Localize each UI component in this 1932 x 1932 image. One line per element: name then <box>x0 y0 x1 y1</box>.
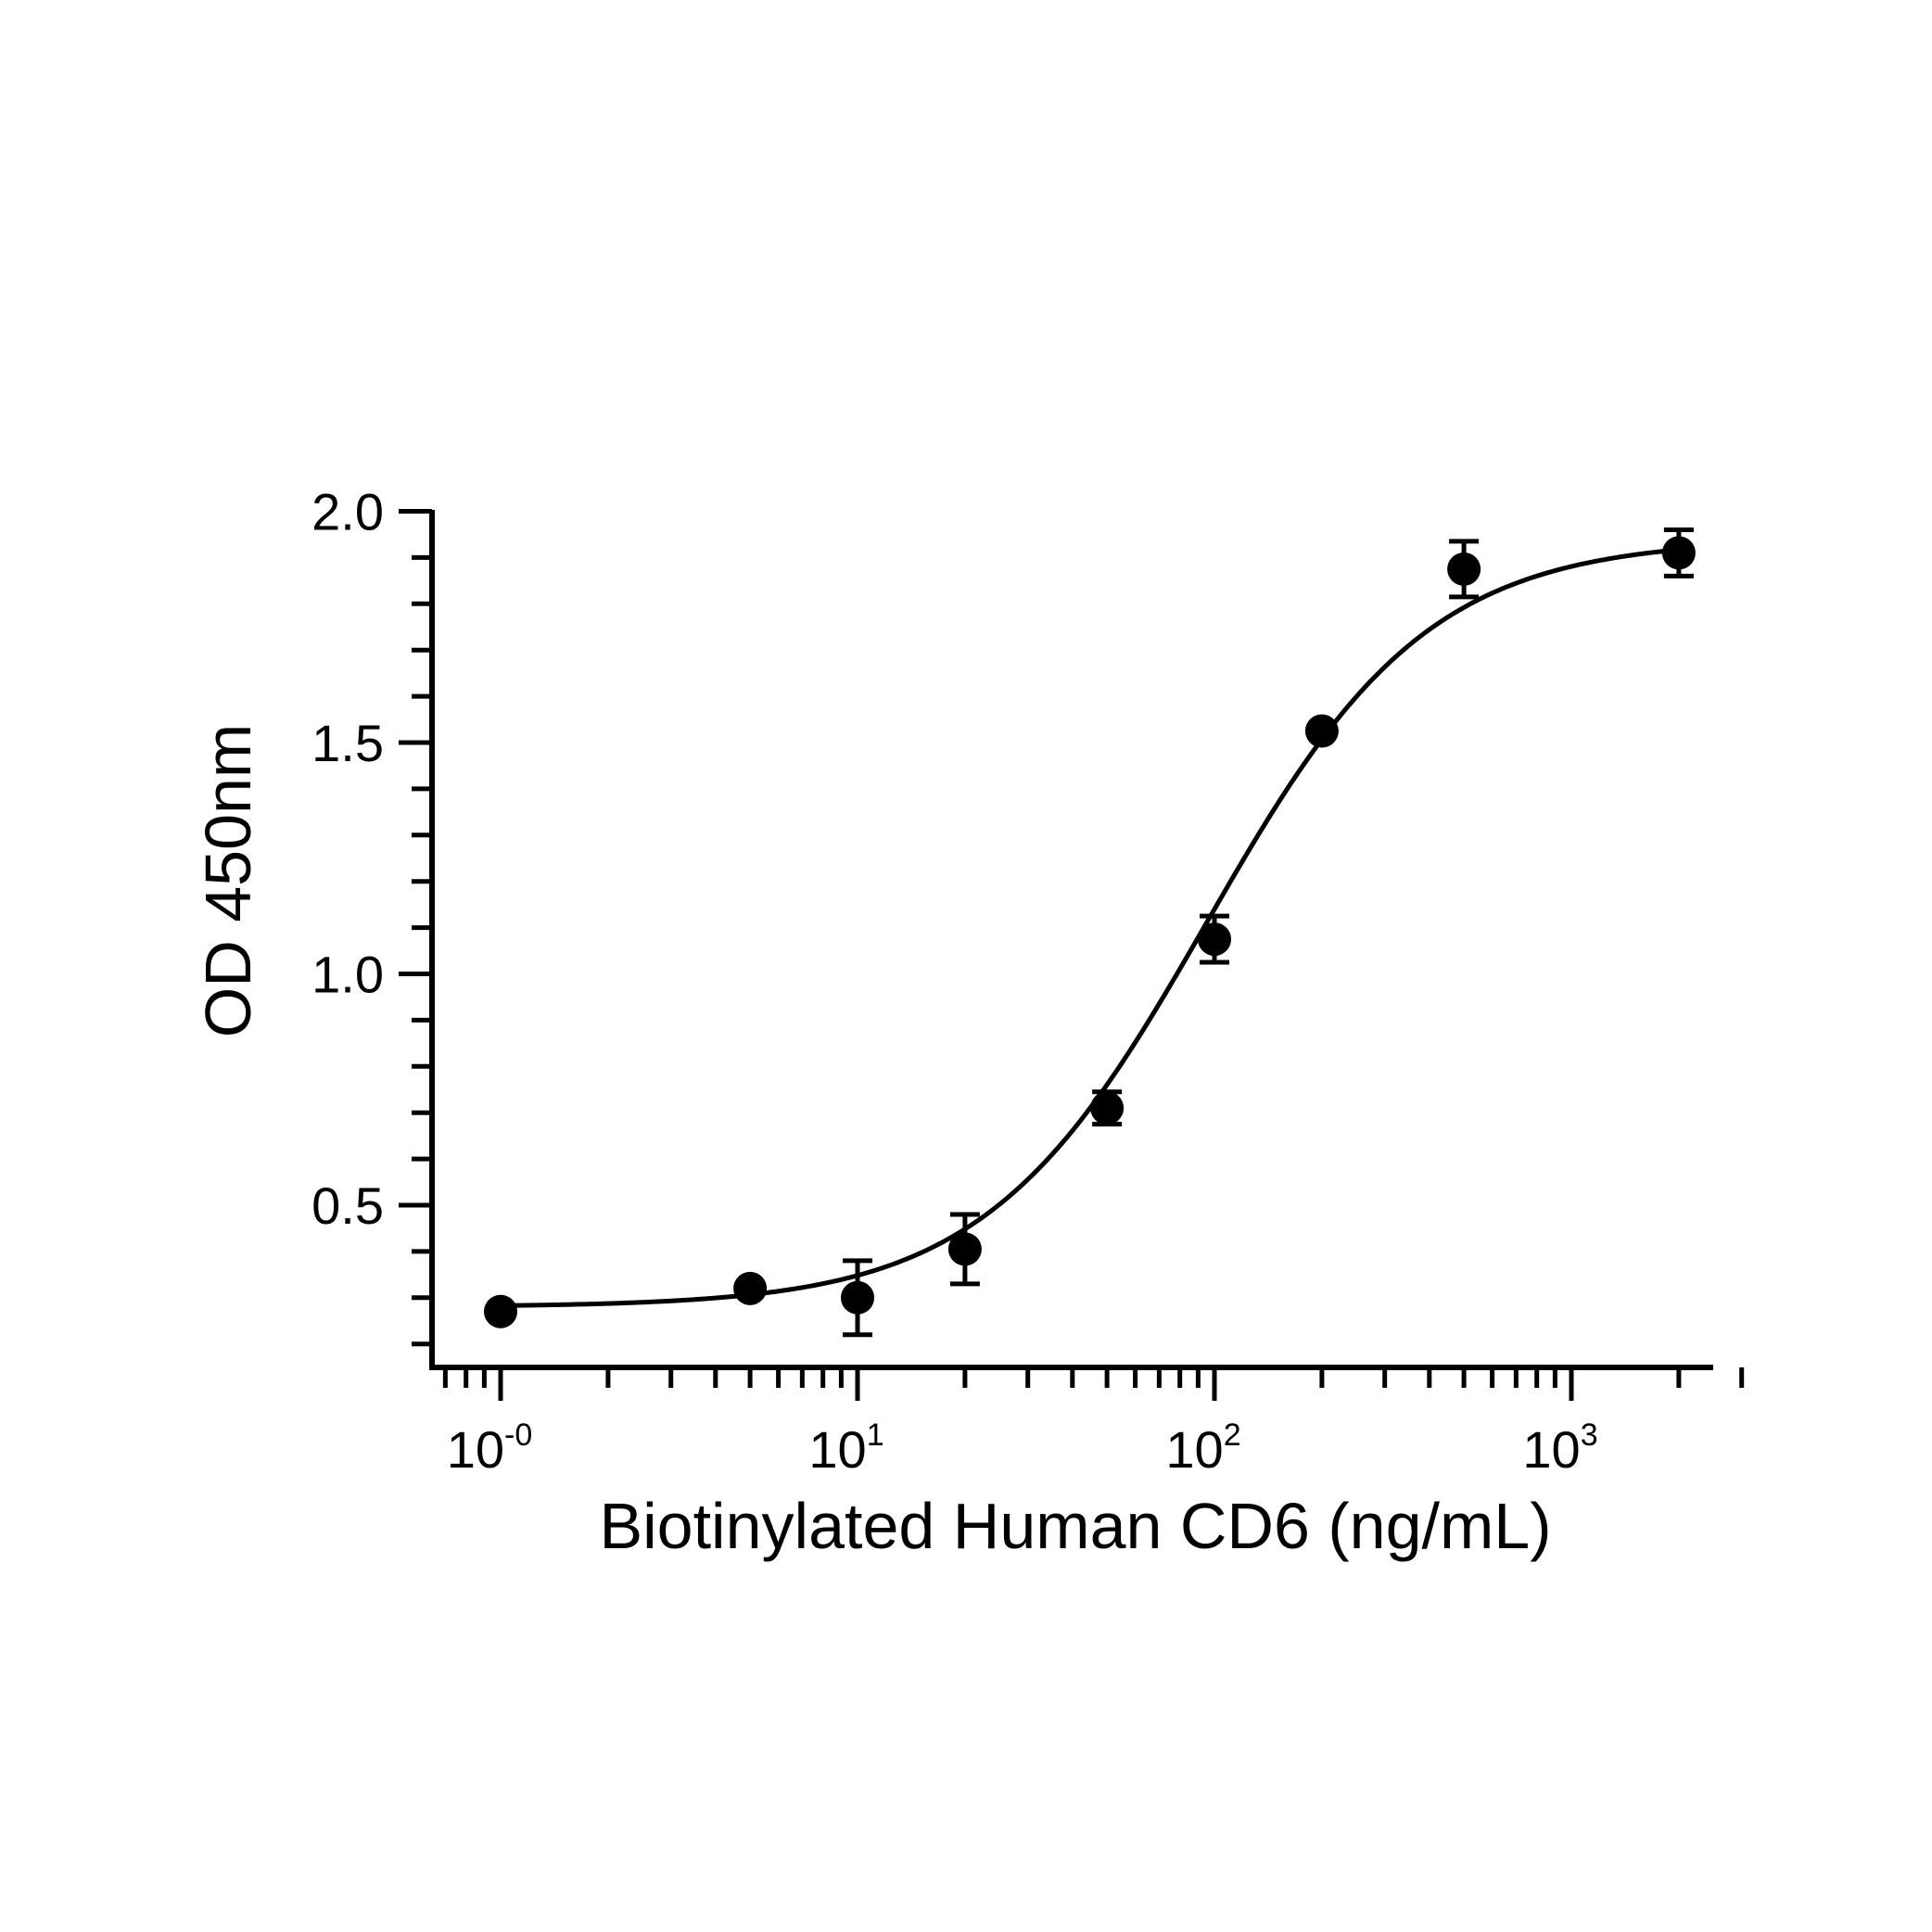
x-tick-exponent: -0 <box>504 1417 532 1453</box>
data-marker <box>1661 536 1696 570</box>
data-marker <box>1304 714 1339 748</box>
x-axis-title: Biotinylated Human CD6 (ng/mL) <box>599 1490 1551 1562</box>
data-point <box>1304 714 1339 748</box>
x-tick-label: 102 <box>1165 1417 1240 1479</box>
x-tick-label: 103 <box>1522 1417 1597 1479</box>
x-tick-label: 10-0 <box>447 1417 533 1479</box>
y-tick-label: 1.5 <box>311 714 384 772</box>
x-tick-base: 10 <box>447 1420 504 1479</box>
fit-curve <box>500 547 1680 1308</box>
data-marker <box>733 1271 768 1305</box>
data-point <box>1198 913 1231 965</box>
data-marker <box>947 1232 982 1266</box>
x-tick-exponent: 2 <box>1224 1417 1241 1453</box>
data-point <box>733 1271 768 1305</box>
data-point <box>1090 1089 1125 1127</box>
data-point <box>484 1294 517 1328</box>
y-tick-label: 1.0 <box>311 946 384 1004</box>
x-tick-base: 10 <box>1165 1420 1223 1479</box>
data-point <box>1661 527 1696 578</box>
data-marker <box>1447 552 1481 586</box>
y-axis-ticks: 0.5 1.0 1.5 2.0 <box>311 483 432 1347</box>
x-axis-ticks: 10-0 101 102 103 <box>442 1367 1745 1479</box>
data-point <box>947 1212 982 1287</box>
y-axis-title: OD 450nm <box>192 724 264 1037</box>
x-tick-label: 101 <box>808 1417 883 1479</box>
y-tick-label: 0.5 <box>311 1176 384 1235</box>
data-marker <box>1090 1091 1125 1125</box>
x-tick-exponent: 1 <box>867 1417 884 1453</box>
data-marker <box>484 1294 517 1328</box>
x-tick-exponent: 3 <box>1581 1417 1598 1453</box>
data-point <box>841 1258 874 1338</box>
data-point <box>1447 539 1481 600</box>
y-tick-label: 2.0 <box>311 483 384 541</box>
data-points <box>484 527 1696 1338</box>
data-marker <box>1198 922 1231 957</box>
data-marker <box>841 1280 874 1315</box>
x-tick-base: 10 <box>808 1420 866 1479</box>
x-tick-base: 10 <box>1522 1420 1580 1479</box>
